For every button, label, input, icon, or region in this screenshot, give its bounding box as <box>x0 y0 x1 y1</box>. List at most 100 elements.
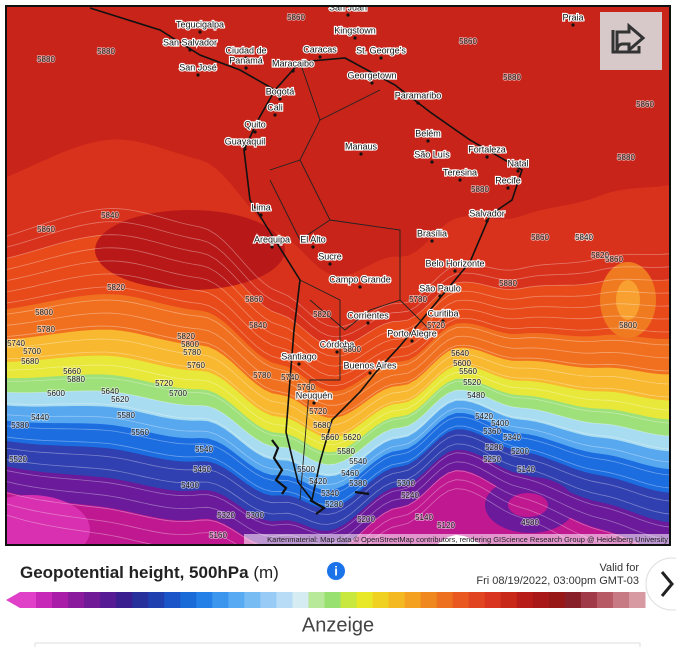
contour-label: 5200 <box>357 515 375 524</box>
scale-cell <box>292 592 309 608</box>
city-label: Belém <box>415 128 441 138</box>
scale-cell <box>212 592 229 608</box>
city-dot <box>278 97 282 101</box>
share-bg[interactable] <box>600 12 662 70</box>
city-label: Georgetown <box>347 70 396 80</box>
contour-line <box>6 286 670 387</box>
contour-label: 5460 <box>193 465 211 474</box>
color-scale <box>6 592 646 608</box>
contour-label: 5120 <box>437 521 455 530</box>
contour-label: 5800 <box>343 345 361 354</box>
city-label: Corrientes <box>347 310 389 320</box>
contour-label: 5240 <box>401 491 419 500</box>
map-border <box>5 5 671 546</box>
attribution: Kartenmaterial: Map data © OpenStreetMap… <box>267 535 668 544</box>
info-glyph[interactable]: i <box>334 563 338 578</box>
contour-line <box>6 389 670 466</box>
contour-label: 5640 <box>101 387 119 396</box>
contour-label: 5340 <box>503 433 521 442</box>
contour-line <box>6 452 670 535</box>
scale-cell <box>564 592 582 608</box>
islands <box>271 439 370 515</box>
country-borders <box>269 61 431 501</box>
panel-title: Geopotential height, 500hPa (m) <box>20 563 279 582</box>
contour-label: 5860 <box>245 295 263 304</box>
next-button[interactable] <box>645 557 676 611</box>
contour-label: 5600 <box>453 359 471 368</box>
city-label: Guayaquil <box>225 136 266 146</box>
contour-line <box>6 299 670 396</box>
contour-label: 5460 <box>341 469 359 478</box>
contour-line <box>6 443 670 525</box>
contour-label: 5400 <box>181 481 199 490</box>
city-label: San Salvador <box>163 37 217 47</box>
coastline <box>89 7 523 502</box>
attribution-bg <box>244 534 670 545</box>
contour-label: 5740 <box>281 373 299 382</box>
scale-cell <box>276 592 293 608</box>
contour-label: 5880 <box>67 375 85 384</box>
contour-label: 5600 <box>47 389 65 398</box>
contour-label: 5620 <box>343 433 361 442</box>
contour-label: 5540 <box>195 445 213 454</box>
city-dot <box>358 285 362 289</box>
contour-label: 5780 <box>37 325 55 334</box>
contour-label: 5580 <box>337 447 355 456</box>
contour-label: 5840 <box>575 233 593 242</box>
contour-label: 5860 <box>37 225 55 234</box>
contour-label: 5840 <box>575 233 593 242</box>
scale-cell <box>516 592 534 608</box>
scale-cell <box>436 592 454 608</box>
city-dot <box>188 48 192 52</box>
city-label: Salvador <box>469 208 505 218</box>
city-dot <box>291 69 295 73</box>
share-button[interactable] <box>600 12 662 70</box>
city-dot <box>270 245 274 249</box>
low-cell-core <box>508 493 548 517</box>
share-icon[interactable] <box>611 22 646 54</box>
city-dot <box>359 152 363 156</box>
contour-label: 5820 <box>107 283 125 292</box>
city-label: St. George's <box>356 45 406 55</box>
scale-cell <box>116 592 133 608</box>
city-dot <box>243 147 247 151</box>
city-dot <box>297 362 301 366</box>
next-arrow[interactable] <box>660 571 674 597</box>
info-icon[interactable] <box>327 562 345 580</box>
contour-label: 5760 <box>297 383 315 392</box>
scale-cell <box>452 592 470 608</box>
city-label: El Alto <box>300 234 326 244</box>
city-label: Cali <box>267 102 283 112</box>
city-dot <box>366 321 370 325</box>
city-dot <box>438 294 442 298</box>
contour-label: 5620 <box>111 395 129 404</box>
contour-label: 5580 <box>117 411 135 420</box>
scale-cell <box>52 592 69 608</box>
contour-label: 4980 <box>521 518 539 527</box>
city-dot <box>311 245 315 249</box>
city-label: Córdoba <box>320 339 355 349</box>
city-label: Campo Grande <box>329 274 391 284</box>
high-cell-core <box>616 280 640 320</box>
city-label: Arequipa <box>254 234 290 244</box>
city-dot <box>318 55 322 59</box>
contour-label: 5860 <box>531 233 549 242</box>
contour-label: 5820 <box>313 310 331 319</box>
contour-label: 5420 <box>475 412 493 421</box>
city-dot <box>368 371 372 375</box>
city-label: Quito <box>244 119 266 129</box>
city-label: Tegucigalpa <box>176 19 224 29</box>
contour-label: 5780 <box>183 348 201 357</box>
contour-line <box>6 434 670 515</box>
scale-cell <box>84 592 101 608</box>
contour-label: 5700 <box>169 389 187 398</box>
scale-cell <box>20 592 37 608</box>
contour-label: 5860 <box>459 37 477 46</box>
city-label: San José <box>179 62 217 72</box>
city-dot <box>198 30 202 34</box>
contour-label: 5880 <box>503 73 521 82</box>
scale-cell <box>324 592 342 608</box>
contour-label: 5640 <box>451 349 469 358</box>
valid-time: Fri 08/19/2022, 03:00pm GMT-03 <box>476 575 639 587</box>
